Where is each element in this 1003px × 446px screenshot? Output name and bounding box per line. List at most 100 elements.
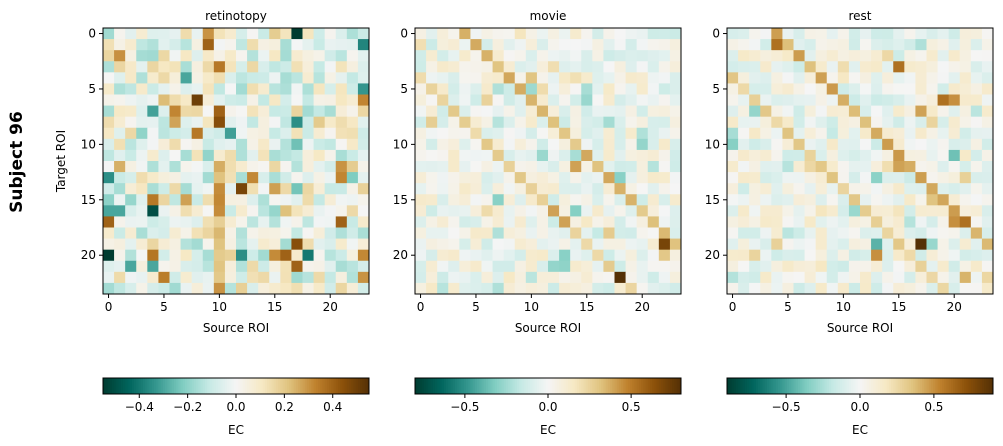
heatmap-cell — [625, 194, 638, 206]
heatmap-cell — [981, 172, 994, 184]
colorbar-segment — [875, 378, 879, 394]
heatmap-cell — [103, 249, 115, 262]
heatmap-cell — [804, 28, 817, 40]
heatmap-cell — [459, 72, 471, 84]
heatmap-cell — [313, 28, 326, 40]
colorbar-segment — [167, 378, 170, 394]
colorbar-segment — [583, 378, 587, 394]
heatmap-cell — [647, 28, 660, 40]
heatmap-cell — [269, 28, 281, 40]
heatmap-cell — [302, 61, 314, 73]
colorbar-segment — [676, 378, 680, 394]
heatmap-cell — [636, 28, 649, 40]
heatmap-cell — [738, 249, 750, 262]
heatmap-cell — [437, 194, 449, 206]
heatmap-cell — [503, 127, 516, 140]
heatmap-cell — [525, 205, 538, 217]
heatmap-cell — [771, 216, 783, 228]
heatmap-cell — [959, 205, 972, 217]
heatmap-cell — [559, 238, 571, 251]
heatmap-cell — [948, 194, 961, 206]
heatmap-cell — [804, 161, 817, 173]
heatmap-cell — [437, 127, 449, 140]
heatmap-cell — [603, 271, 615, 284]
heatmap-cell — [727, 149, 739, 162]
colorbar-segment — [227, 378, 230, 394]
heatmap-cell — [125, 149, 137, 162]
heatmap-cell — [313, 94, 326, 106]
heatmap-cell — [514, 105, 527, 118]
heatmap-cell — [771, 227, 783, 239]
heatmap-cell — [525, 260, 538, 273]
heatmap-cell — [636, 205, 649, 217]
colorbar-segment — [740, 378, 743, 394]
heatmap-cell — [202, 83, 215, 95]
heatmap-cell — [559, 72, 571, 84]
colorbar-segment — [519, 378, 522, 394]
heatmap-cell — [415, 39, 427, 51]
colorbar-segment — [658, 378, 662, 394]
colorbar-segment — [362, 378, 365, 394]
heatmap-cell — [749, 161, 761, 173]
heatmap-cell — [636, 39, 649, 51]
heatmap-cell — [948, 161, 961, 173]
heatmap-cell — [614, 282, 626, 295]
heatmap-cell — [647, 116, 660, 129]
heatmap-cell — [782, 238, 794, 251]
heatmap-cell — [848, 260, 861, 273]
heatmap-cell — [614, 172, 626, 184]
heatmap-cell — [860, 172, 872, 184]
heatmap-cell — [760, 194, 772, 206]
heatmap-cell — [614, 161, 626, 173]
heatmap-cell — [871, 238, 883, 251]
heatmap-cell — [793, 216, 805, 228]
heatmap-cell — [948, 260, 961, 273]
heatmap-cell — [559, 116, 571, 129]
heatmap-cell — [247, 216, 259, 228]
heatmap-cell — [536, 72, 549, 84]
heatmap-cell — [970, 172, 983, 184]
colorbar-segment — [481, 378, 485, 394]
heatmap-cell — [970, 61, 983, 73]
heatmap-cell — [536, 61, 549, 73]
heatmap-cell — [357, 282, 370, 295]
heatmap-cell — [357, 94, 370, 106]
heatmap-cell — [357, 216, 370, 228]
colorbar-segment — [508, 378, 511, 394]
heatmap-cell — [548, 172, 560, 184]
heatmap-cell — [236, 28, 248, 40]
colorbar-segment — [665, 378, 669, 394]
heatmap-cell — [970, 39, 983, 51]
heatmap-cell — [614, 194, 626, 206]
heatmap-cell — [437, 238, 449, 251]
heatmap-cell — [804, 183, 817, 195]
heatmap-cell — [514, 227, 527, 239]
heatmap-cell — [180, 116, 193, 129]
heatmap-cell — [658, 149, 671, 162]
heatmap-cell — [503, 282, 516, 295]
colorbar-segment — [153, 378, 157, 394]
heatmap-cell — [871, 172, 883, 184]
heatmap-cell — [782, 138, 794, 151]
heatmap-cell — [804, 205, 817, 217]
heatmap-cell — [346, 260, 359, 273]
heatmap-cell — [871, 50, 883, 62]
heatmap-cell — [793, 249, 805, 262]
heatmap-cell — [536, 105, 549, 118]
heatmap-cell — [837, 183, 850, 195]
heatmap-cell — [103, 39, 115, 51]
heatmap-cell — [548, 161, 560, 173]
colorbar-segment — [525, 378, 529, 394]
heatmap-cell — [158, 50, 170, 62]
heatmap-cell — [658, 28, 671, 40]
colorbar-segment — [556, 378, 560, 394]
heatmap-cell — [793, 271, 805, 284]
heatmap-cell — [581, 138, 593, 151]
colorbar-segment — [576, 378, 580, 394]
heatmap-cell — [603, 216, 615, 228]
colorbar-segment — [634, 378, 638, 394]
colorbar-segment — [454, 378, 458, 394]
heatmap-cell — [592, 138, 604, 151]
heatmap-cell — [970, 116, 983, 129]
heatmap-cell — [893, 127, 905, 140]
